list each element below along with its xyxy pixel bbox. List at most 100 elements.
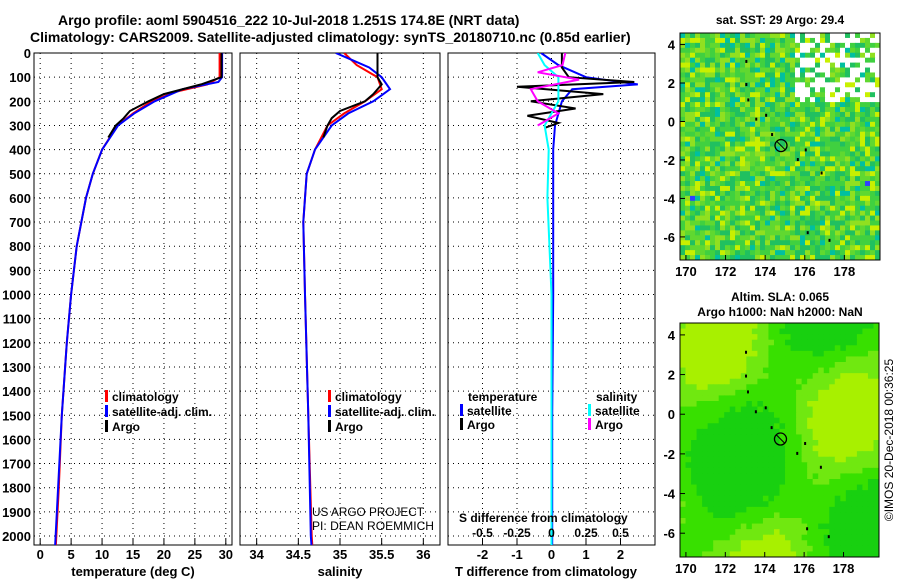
map-cell bbox=[835, 33, 841, 39]
map-cell bbox=[760, 77, 766, 83]
map-cell bbox=[820, 72, 826, 78]
map-cell bbox=[735, 230, 741, 236]
map-cell bbox=[850, 77, 856, 83]
credit-text: ©IMOS 20-Dec-2018 00:36:25 bbox=[882, 359, 896, 522]
map-cell bbox=[812, 389, 819, 396]
map-cell bbox=[718, 518, 725, 525]
map-cell bbox=[856, 490, 863, 497]
map-cell bbox=[765, 97, 771, 103]
map-cell bbox=[680, 350, 687, 357]
map-cell bbox=[700, 195, 706, 202]
map-cell bbox=[740, 107, 746, 113]
map-cell bbox=[724, 551, 731, 558]
map-cell bbox=[691, 345, 698, 352]
map-y-tick-label: 0 bbox=[668, 114, 675, 129]
map-cell bbox=[718, 490, 725, 497]
map-cell bbox=[840, 395, 847, 402]
map-cell bbox=[840, 362, 847, 369]
map-cell bbox=[718, 434, 725, 441]
map-cell bbox=[845, 467, 852, 474]
map-cell bbox=[845, 156, 851, 162]
map-cell bbox=[735, 412, 742, 419]
map-cell bbox=[760, 116, 766, 123]
map-cell bbox=[762, 440, 769, 447]
map-cell bbox=[829, 512, 836, 519]
map-cell bbox=[873, 401, 880, 408]
map-cell bbox=[725, 195, 731, 202]
map-cell bbox=[762, 545, 769, 552]
map-cell bbox=[725, 151, 731, 157]
map-cell bbox=[718, 495, 725, 502]
map-cell bbox=[680, 529, 687, 536]
map-cell bbox=[860, 181, 866, 187]
map-cell bbox=[801, 395, 808, 402]
map-cell bbox=[760, 225, 766, 231]
map-cell bbox=[713, 389, 720, 396]
map-cell bbox=[729, 534, 736, 541]
map-cell bbox=[730, 97, 736, 103]
map-cell bbox=[820, 131, 826, 138]
map-cell bbox=[710, 131, 716, 138]
map-cell bbox=[730, 185, 736, 192]
map-cell bbox=[775, 57, 781, 64]
map-cell bbox=[710, 161, 716, 167]
map-cell bbox=[820, 136, 826, 143]
map-cell bbox=[746, 345, 753, 352]
map-cell bbox=[730, 42, 736, 49]
map-cell bbox=[873, 412, 880, 419]
map-cell bbox=[790, 451, 797, 458]
map-cell bbox=[862, 545, 869, 552]
map-cell bbox=[680, 434, 687, 441]
map-cell bbox=[780, 171, 786, 177]
map-cell bbox=[805, 47, 811, 54]
map-cell bbox=[768, 412, 775, 419]
map-cell bbox=[700, 255, 706, 261]
map-cell bbox=[865, 215, 871, 222]
map-cell bbox=[867, 506, 874, 513]
map-cell bbox=[773, 456, 780, 463]
map-cell bbox=[825, 62, 831, 69]
map-cell bbox=[865, 92, 871, 98]
map-cell bbox=[873, 479, 880, 486]
map-cell bbox=[873, 345, 880, 352]
map-cell bbox=[790, 328, 797, 335]
map-cell bbox=[807, 389, 814, 396]
map-cell bbox=[790, 57, 796, 64]
map-cell bbox=[820, 92, 826, 98]
map-cell bbox=[735, 473, 742, 480]
map-cell bbox=[870, 235, 876, 241]
map-cell bbox=[850, 87, 856, 93]
map-cell bbox=[840, 151, 846, 157]
map-cell bbox=[718, 350, 725, 357]
map-cell bbox=[850, 190, 856, 197]
map-cell bbox=[715, 235, 721, 241]
map-cell bbox=[840, 225, 846, 231]
map-cell bbox=[740, 362, 747, 369]
map-cell bbox=[740, 111, 746, 118]
map-cell bbox=[696, 540, 703, 547]
map-cell bbox=[830, 171, 836, 177]
map-cell bbox=[856, 529, 863, 536]
map-cell bbox=[845, 451, 852, 458]
map-cell bbox=[856, 373, 863, 380]
map-cell bbox=[850, 146, 856, 152]
map-cell bbox=[823, 551, 830, 558]
map-cell bbox=[760, 190, 766, 197]
map-cell bbox=[730, 116, 736, 123]
map-cell bbox=[750, 57, 756, 64]
map-cell bbox=[815, 92, 821, 98]
map-cell bbox=[695, 171, 701, 177]
map-cell bbox=[740, 345, 747, 352]
map-cell bbox=[700, 151, 706, 157]
map-cell bbox=[800, 250, 806, 256]
map-cell bbox=[724, 462, 731, 469]
map-cell bbox=[825, 87, 831, 93]
map-cell bbox=[718, 389, 725, 396]
map-cell bbox=[780, 156, 786, 162]
map-cell bbox=[762, 534, 769, 541]
y-tick-label: 1000 bbox=[2, 288, 31, 303]
map-cell bbox=[690, 250, 696, 256]
map-cell bbox=[680, 462, 687, 469]
map-cell bbox=[691, 473, 698, 480]
legend-label: satellite-adj. clim. bbox=[335, 405, 435, 419]
